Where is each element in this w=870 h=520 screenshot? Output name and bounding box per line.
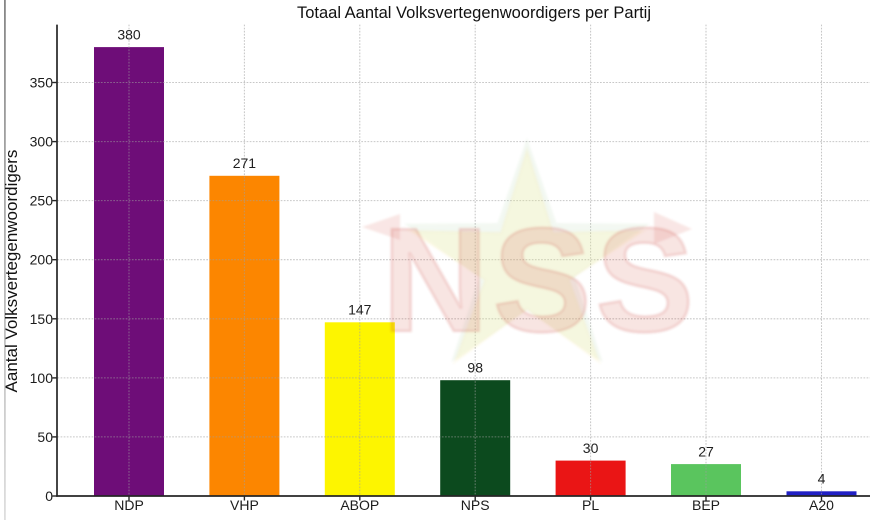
svg-text:350: 350 — [30, 75, 54, 91]
svg-text:ABOP: ABOP — [340, 497, 379, 513]
svg-text:BEP: BEP — [692, 497, 720, 513]
svg-text:NPS: NPS — [461, 497, 490, 513]
svg-text:A20: A20 — [809, 497, 834, 513]
svg-text:NSS: NSS — [382, 198, 698, 363]
svg-text:100: 100 — [30, 370, 54, 386]
svg-text:0: 0 — [45, 488, 53, 504]
svg-text:NDP: NDP — [114, 497, 144, 513]
svg-text:147: 147 — [348, 302, 372, 318]
svg-text:380: 380 — [117, 27, 141, 43]
svg-text:Totaal Aantal Volksvertegenwoo: Totaal Aantal Volksvertegenwoordigers pe… — [297, 4, 651, 22]
svg-text:50: 50 — [37, 429, 53, 445]
svg-text:PL: PL — [582, 497, 599, 513]
svg-text:27: 27 — [698, 444, 714, 460]
svg-text:250: 250 — [30, 193, 54, 209]
svg-text:30: 30 — [583, 440, 599, 456]
svg-text:271: 271 — [233, 155, 257, 171]
svg-text:300: 300 — [30, 134, 54, 150]
svg-text:98: 98 — [467, 360, 483, 376]
svg-text:200: 200 — [30, 252, 54, 268]
svg-text:4: 4 — [818, 471, 826, 487]
svg-text:VHP: VHP — [230, 497, 259, 513]
svg-text:150: 150 — [30, 311, 54, 327]
svg-text:Aantal Volksvertegenwoordigers: Aantal Volksvertegenwoordigers — [2, 150, 21, 393]
